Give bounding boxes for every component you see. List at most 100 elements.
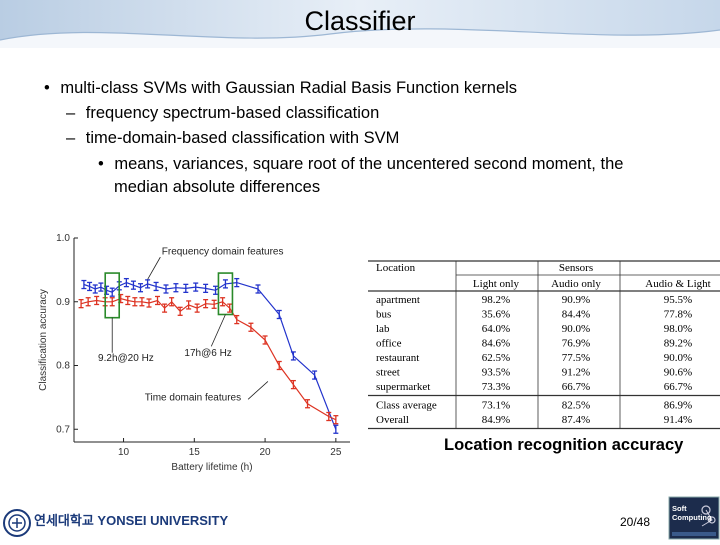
table-caption: Location recognition accuracy	[444, 436, 684, 454]
data-point	[173, 283, 179, 293]
slide-title: Classifier	[304, 6, 416, 36]
data-point	[312, 370, 318, 380]
data-point	[333, 424, 339, 434]
table-cell: 73.3%	[482, 381, 510, 393]
table-cell: 90.0%	[664, 352, 692, 364]
data-point	[186, 300, 192, 310]
data-point	[234, 314, 240, 325]
data-point	[123, 277, 129, 288]
table-header-sensors: Sensors	[559, 262, 593, 274]
table-cell: 98.0%	[664, 323, 692, 335]
table-subheader: Light only	[473, 278, 520, 290]
table-cell: 84.4%	[562, 309, 590, 321]
table-cell: office	[376, 338, 402, 350]
table-cell: 35.6%	[482, 309, 510, 321]
data-point	[138, 283, 144, 293]
y-tick-label: 0.9	[56, 297, 70, 308]
data-point	[177, 306, 183, 316]
table-cell: 66.7%	[664, 381, 692, 393]
data-point	[211, 299, 217, 309]
data-point	[333, 415, 339, 425]
x-tick-label: 10	[118, 447, 130, 458]
data-point	[234, 277, 240, 288]
data-point	[162, 303, 168, 313]
bullet-marker: •	[44, 79, 50, 97]
data-point	[220, 297, 226, 307]
accuracy-chart: 10 15 20 25 1.0 0.9 0.8 0.7 Battery lifetime (h)…	[38, 228, 358, 498]
table-cell: Class average	[376, 400, 437, 412]
data-point	[145, 279, 151, 289]
table-cell: 87.4%	[562, 414, 590, 426]
bullet-text: means, variances, square root of the unc…	[114, 155, 624, 173]
y-tick-label: 0.8	[56, 361, 70, 372]
table-cell: 66.7%	[562, 381, 590, 393]
data-point	[98, 282, 104, 292]
bullet-1: • multi-class SVMs with Gaussian Radial …	[44, 78, 517, 98]
table-row: lab 64.0% 90.0% 98.0%	[376, 323, 692, 335]
data-point	[125, 295, 131, 306]
data-point	[194, 303, 200, 313]
x-tick-label: 15	[189, 447, 201, 458]
university-emblem-icon	[3, 509, 31, 537]
accuracy-chart-svg: 10 15 20 25 1.0 0.9 0.8 0.7 Battery lifetime (h)…	[38, 233, 350, 473]
data-point	[276, 360, 282, 371]
data-point	[146, 298, 152, 308]
table-cell: 90.6%	[664, 367, 692, 379]
table-cell: apartment	[376, 294, 420, 306]
table-cell: supermarket	[376, 381, 430, 393]
x-tick-label: 20	[260, 447, 272, 458]
header-wave	[0, 0, 720, 48]
table-cell: 91.4%	[664, 414, 692, 426]
data-point	[87, 281, 93, 292]
table-subheader: Audio & Light	[645, 278, 710, 290]
bullet-text: frequency spectrum-based classification	[85, 104, 380, 122]
data-point	[290, 379, 296, 390]
table-row: street 93.5% 91.2% 90.6%	[376, 367, 692, 379]
slide-header: Classifier	[0, 0, 720, 48]
table-cell: 64.0%	[482, 323, 510, 335]
data-point	[153, 281, 159, 292]
bullet-marker: –	[66, 129, 76, 147]
bullet-marker: •	[98, 155, 104, 173]
data-point	[109, 287, 115, 297]
lab-logo-text: Soft Computing	[672, 504, 712, 522]
table-cell: 91.2%	[562, 367, 590, 379]
table-cell: Overall	[376, 414, 409, 426]
data-point	[290, 351, 296, 361]
annotation-time-label: Time domain features	[145, 393, 241, 404]
page-number: 20/48	[620, 515, 651, 529]
annotation-freq-label: Frequency domain features	[162, 247, 284, 258]
table-subheader: Audio only	[551, 278, 601, 290]
y-axis-label: Classification accuracy	[38, 289, 49, 391]
data-point	[132, 297, 138, 307]
table-cell: street	[376, 367, 400, 379]
table-cell: 90.0%	[562, 323, 590, 335]
bullet-3: – time-domain-based classification with …	[66, 128, 399, 148]
data-point	[139, 297, 145, 307]
data-point	[222, 279, 228, 289]
table-cell: 82.5%	[562, 400, 590, 412]
university-logo-text: 연세대학교 YONSEI UNIVERSITY	[34, 513, 229, 528]
series-line-time	[80, 297, 337, 421]
table-cell: 73.1%	[482, 400, 510, 412]
location-table: Location Sensors Light only Audio only Audio…	[368, 259, 720, 431]
university-logo: 연세대학교 YONSEI UNIVERSITY	[2, 508, 228, 538]
data-point	[94, 295, 100, 306]
table-cell: 77.5%	[562, 352, 590, 364]
data-point	[248, 322, 254, 332]
data-point	[130, 280, 136, 290]
table-summary-row: Overall 84.9% 87.4% 91.4%	[376, 414, 692, 426]
data-point	[155, 295, 161, 306]
data-point	[109, 297, 115, 307]
bullet-text: median absolute differences	[114, 178, 321, 196]
annotation-9h-label: 9.2h@20 Hz	[98, 353, 154, 364]
table-row: apartment 98.2% 90.9% 95.5%	[376, 294, 692, 306]
lab-logo: Soft Computing	[668, 496, 720, 540]
data-point	[203, 283, 209, 294]
y-tick-label: 0.7	[56, 424, 70, 435]
annotation-pointer	[147, 256, 161, 280]
table-cell: bus	[376, 309, 391, 321]
table-cell: 93.5%	[482, 367, 510, 379]
table-cell: lab	[376, 323, 390, 335]
data-point	[78, 299, 84, 309]
